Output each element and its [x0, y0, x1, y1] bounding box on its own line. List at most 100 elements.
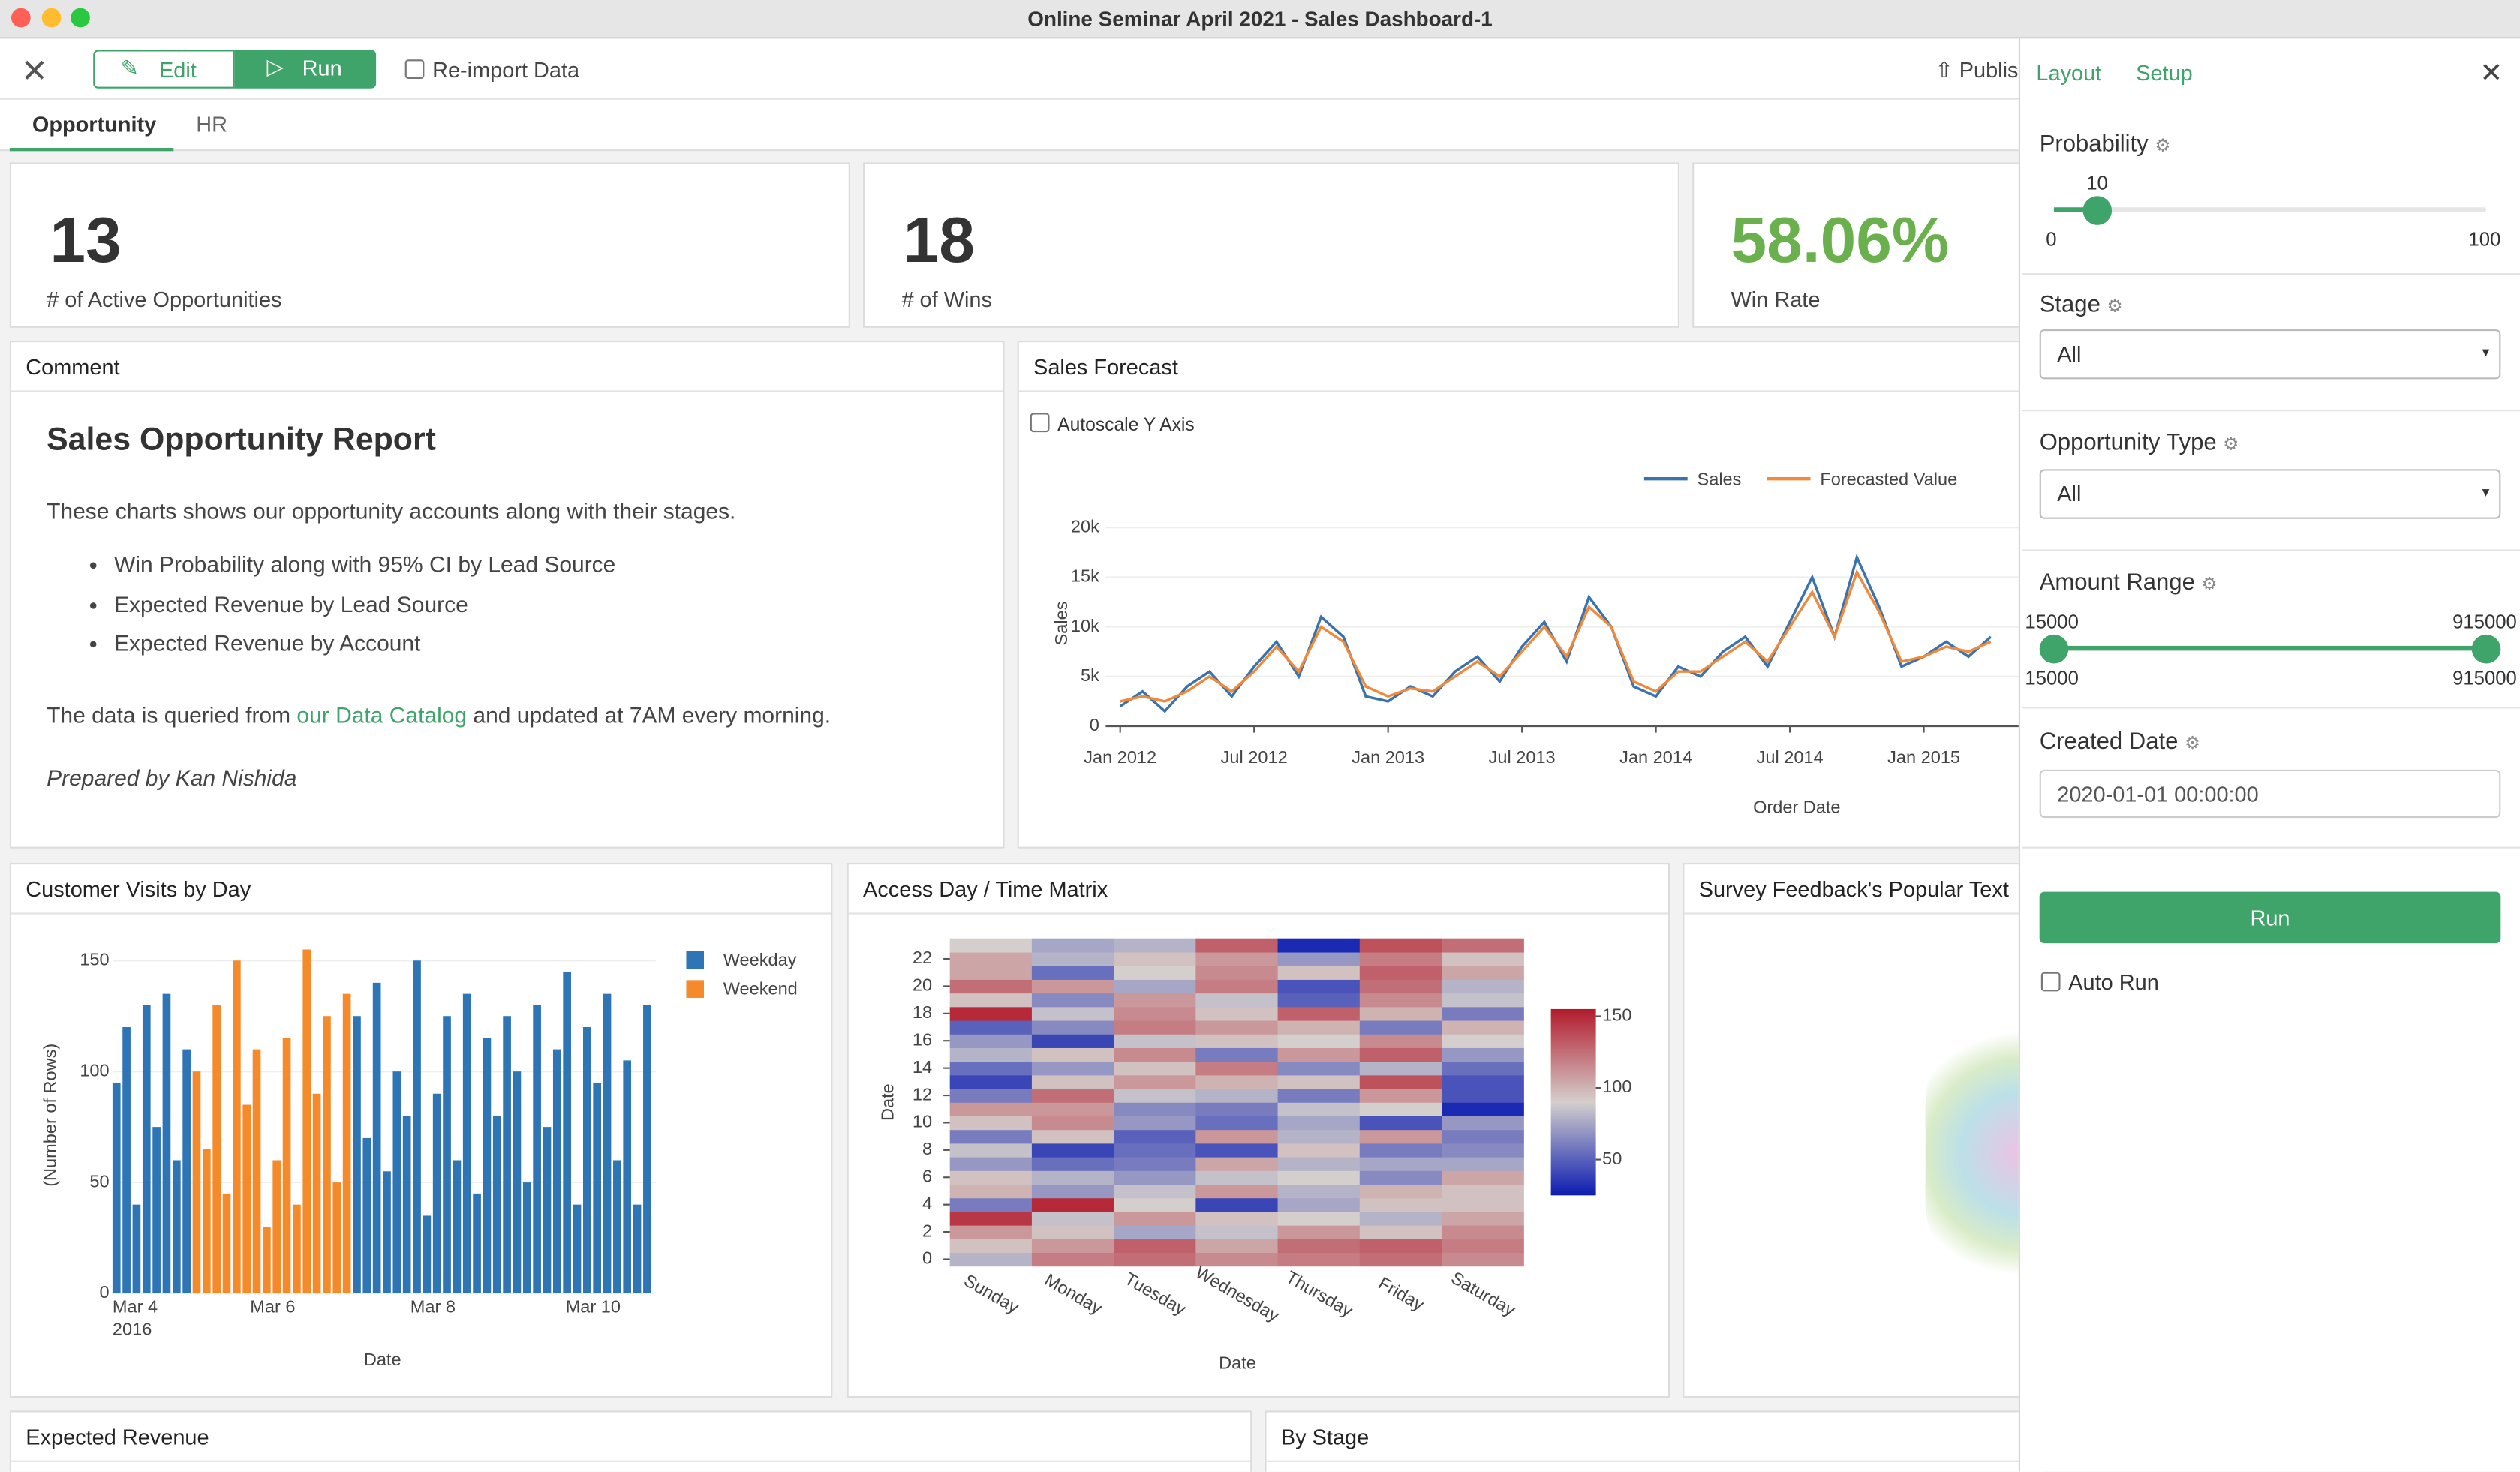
heat-cell: [1114, 1197, 1196, 1212]
heat-cell: [1277, 1074, 1361, 1089]
range-knob[interactable]: [2039, 634, 2069, 664]
heat-cell: [1031, 1143, 1114, 1158]
bar: [462, 993, 471, 1293]
heat-cell: [1031, 1102, 1114, 1116]
bar: [392, 1071, 401, 1293]
heat-cell: [949, 1197, 1033, 1212]
heat-cell: [1442, 1143, 1524, 1158]
heat-cell: [1195, 1252, 1279, 1267]
filter-label: Created Date ⚙: [2039, 729, 2201, 756]
close-dot[interactable]: [11, 8, 31, 28]
x-tick-label: Mar 6: [250, 1296, 295, 1316]
comment-list: Win Probability along with 95% CI by Lea…: [47, 545, 615, 662]
bar: [593, 1082, 602, 1293]
checkbox-label: Autoscale Y Axis: [1057, 416, 1195, 436]
heat-cell: [1114, 1047, 1196, 1062]
comment-author: Prepared by Kan Nishida: [47, 765, 297, 791]
panel-header: Sales Forecast: [1018, 342, 2045, 392]
heat-cell: [949, 1143, 1033, 1158]
heat-cell: [1195, 1184, 1279, 1199]
kpi-card: 13 # of Active Opportunities: [9, 162, 850, 328]
y-tick-label: 14: [913, 1057, 932, 1077]
comment-bullet: Win Probability along with 95% CI by Lea…: [114, 545, 615, 584]
zoom-dot[interactable]: [71, 8, 90, 28]
reimport-checkbox[interactable]: Re-import Data: [404, 58, 579, 82]
heat-cell: [1359, 938, 1442, 953]
heat-cell: [1195, 938, 1279, 953]
heat-cell: [1277, 951, 1361, 966]
edit-button[interactable]: ✎ Edit: [93, 50, 235, 89]
heat-cell: [1195, 1170, 1279, 1185]
heat-cell: [1277, 1006, 1361, 1021]
slider-knob[interactable]: [2082, 196, 2112, 225]
close-sidebar[interactable]: ✕: [2479, 58, 2503, 89]
heat-cell: [1195, 1088, 1279, 1103]
select-value: All: [2057, 342, 2082, 367]
heat-cell: [1359, 1239, 1442, 1254]
heat-cell: [1114, 1061, 1196, 1076]
heat-cell: [1442, 1239, 1524, 1254]
tab-hr[interactable]: HR: [196, 112, 228, 137]
setup-tab[interactable]: Setup: [2136, 61, 2193, 86]
tab-opportunity[interactable]: Opportunity: [9, 100, 174, 152]
y-axis-label: (Number of Rows): [41, 1044, 60, 1187]
heat-cell: [1114, 1020, 1196, 1035]
date-input[interactable]: 2020-01-01 00:00:00: [2039, 769, 2501, 819]
heat-cell: [1195, 1239, 1279, 1254]
heat-cell: [1277, 979, 1361, 994]
y-tick-label: 150: [80, 949, 109, 969]
heat-cell: [1359, 1034, 1442, 1048]
text: Probability: [2039, 131, 2149, 158]
catalog-link[interactable]: our Data Catalog: [296, 701, 468, 728]
legend-label: Sales: [1698, 470, 1742, 489]
heat-cell: [1031, 1088, 1114, 1103]
bar: [242, 1104, 251, 1293]
heat-cell: [1031, 1224, 1114, 1239]
heat-cell: [1359, 1074, 1442, 1089]
type-select[interactable]: All ▾: [2039, 469, 2501, 519]
panel-header: Access Day / Time Matrix: [848, 864, 1668, 915]
heat-cell: [1442, 1034, 1524, 1048]
heat-cell: [949, 1088, 1033, 1103]
kpi-card: 58.06% Win Rate: [1692, 162, 2046, 328]
kpi-value: 13: [50, 206, 122, 277]
heat-cell: [1195, 1047, 1279, 1062]
close-icon[interactable]: ✕: [20, 54, 48, 90]
x-tick-label: Jan 2015: [1887, 747, 1960, 767]
range-knob[interactable]: [2471, 634, 2501, 664]
layout-tab[interactable]: Layout: [2036, 61, 2102, 86]
heat-cell: [1114, 1129, 1196, 1144]
edit-label: Edit: [159, 58, 197, 83]
heat-cell: [1114, 1252, 1196, 1267]
filter-label: Amount Range ⚙: [2039, 570, 2218, 596]
autoscale-checkbox[interactable]: Autoscale Y Axis: [1030, 413, 1195, 435]
filter-label: Probability ⚙: [2039, 131, 2171, 158]
minimize-dot[interactable]: [41, 8, 62, 28]
sidebar: [2018, 38, 2520, 1472]
x-tick-label: Mar 4: [113, 1296, 158, 1316]
heat-cell: [1442, 1184, 1524, 1199]
x-tick-label: Mar 10: [566, 1296, 621, 1316]
bar: [633, 1204, 642, 1293]
heat-cell: [1114, 993, 1196, 1008]
run-button[interactable]: ▷ Run: [234, 50, 377, 89]
y-tick-label: 6: [922, 1166, 932, 1185]
stage-select[interactable]: All ▾: [2039, 329, 2501, 380]
heat-cell: [1359, 993, 1442, 1008]
bar: [323, 1016, 331, 1293]
heat-cell: [949, 1034, 1033, 1048]
sidebar-run-button[interactable]: Run: [2039, 891, 2501, 944]
series-line: [1120, 569, 1992, 703]
range-high-value: 915000: [2452, 610, 2517, 633]
auto-run-checkbox[interactable]: Auto Run: [2040, 971, 2159, 995]
heat-cell: [1359, 951, 1442, 966]
publish-button[interactable]: ⇧ Publish: [1935, 58, 2031, 83]
bar: [423, 1215, 432, 1293]
filter-label: Stage ⚙: [2039, 292, 2123, 319]
kpi-label: Win Rate: [1731, 287, 1821, 312]
heat-cell: [1195, 979, 1279, 994]
heat-cell: [949, 951, 1033, 966]
heat-cell: [1359, 1143, 1442, 1158]
y-tick-label: 4: [922, 1194, 932, 1213]
heat-cell: [1359, 1088, 1442, 1103]
